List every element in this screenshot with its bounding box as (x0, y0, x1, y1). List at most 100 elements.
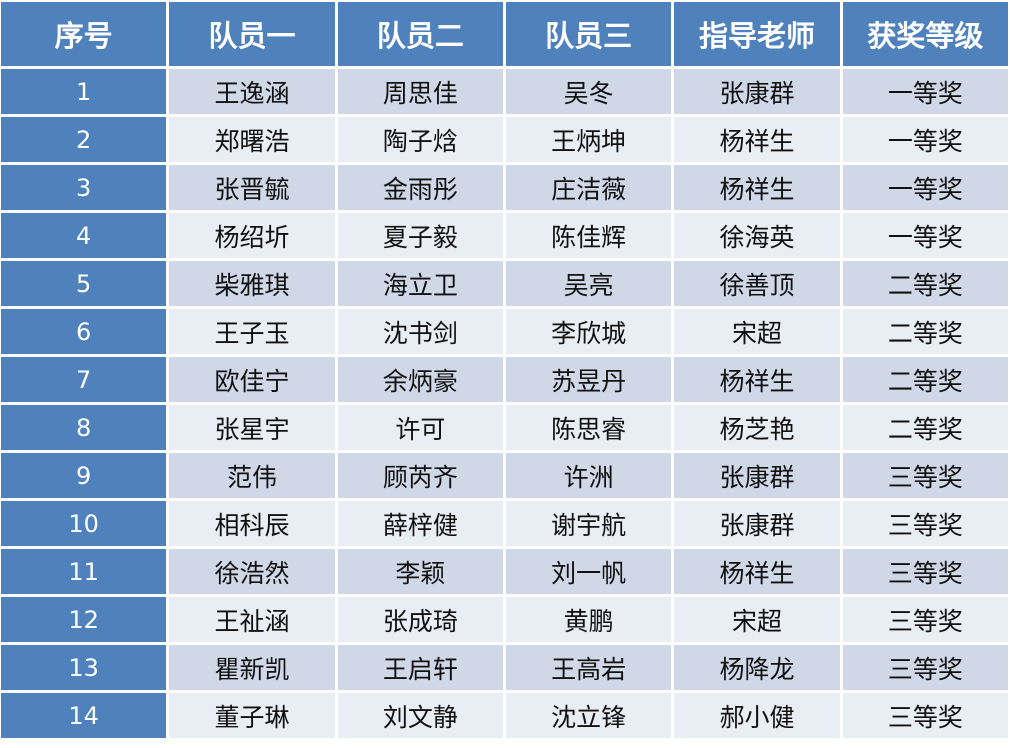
cell-award-level: 二等奖 (842, 261, 1008, 306)
cell-award-level: 三等奖 (842, 693, 1008, 738)
cell-advisor: 杨祥生 (674, 165, 840, 210)
cell-index: 10 (1, 501, 167, 546)
cell-member-2: 金雨彤 (337, 165, 503, 210)
cell-member-1: 杨绍圻 (169, 213, 335, 258)
cell-member-2: 薛梓健 (337, 501, 503, 546)
cell-award-level: 一等奖 (842, 117, 1008, 162)
table-row: 14 董子琳 刘文静 沈立锋 郝小健 三等奖 (1, 693, 1008, 738)
table-row: 8 张星宇 许可 陈思睿 杨芝艳 二等奖 (1, 405, 1008, 450)
cell-member-3: 沈立锋 (505, 693, 672, 738)
cell-member-1: 柴雅琪 (169, 261, 335, 306)
cell-member-1: 王祉涵 (169, 597, 335, 642)
cell-index: 3 (1, 165, 167, 210)
cell-member-1: 王子玉 (169, 309, 335, 354)
header-award-level: 获奖等级 (842, 2, 1008, 66)
cell-member-3: 苏昱丹 (505, 357, 672, 402)
table-row: 11 徐浩然 李颖 刘一帆 杨祥生 三等奖 (1, 549, 1008, 594)
cell-member-3: 陈佳辉 (505, 213, 672, 258)
cell-member-1: 欧佳宁 (169, 357, 335, 402)
cell-member-1: 董子琳 (169, 693, 335, 738)
table-row: 9 范伟 顾芮齐 许洲 张康群 三等奖 (1, 453, 1008, 498)
cell-advisor: 张康群 (674, 69, 840, 114)
table-row: 7 欧佳宁 余炳豪 苏昱丹 杨祥生 二等奖 (1, 357, 1008, 402)
cell-index: 7 (1, 357, 167, 402)
cell-index: 5 (1, 261, 167, 306)
cell-index: 13 (1, 645, 167, 690)
cell-index: 12 (1, 597, 167, 642)
cell-member-2: 王启轩 (337, 645, 503, 690)
table-row: 13 瞿新凯 王启轩 王高岩 杨降龙 三等奖 (1, 645, 1008, 690)
cell-member-3: 吴冬 (505, 69, 672, 114)
cell-index: 6 (1, 309, 167, 354)
cell-member-1: 张星宇 (169, 405, 335, 450)
cell-award-level: 三等奖 (842, 501, 1008, 546)
cell-advisor: 杨降龙 (674, 645, 840, 690)
cell-award-level: 三等奖 (842, 453, 1008, 498)
cell-member-2: 周思佳 (337, 69, 503, 114)
cell-advisor: 杨祥生 (674, 549, 840, 594)
header-index: 序号 (1, 2, 167, 66)
cell-index: 4 (1, 213, 167, 258)
cell-member-2: 海立卫 (337, 261, 503, 306)
cell-member-1: 徐浩然 (169, 549, 335, 594)
cell-member-2: 余炳豪 (337, 357, 503, 402)
cell-award-level: 二等奖 (842, 405, 1008, 450)
cell-member-3: 王炳坤 (505, 117, 672, 162)
table-row: 5 柴雅琪 海立卫 吴亮 徐善顶 二等奖 (1, 261, 1008, 306)
cell-advisor: 宋超 (674, 309, 840, 354)
cell-member-1: 瞿新凯 (169, 645, 335, 690)
table-row: 10 相科辰 薛梓健 谢宇航 张康群 三等奖 (1, 501, 1008, 546)
cell-index: 9 (1, 453, 167, 498)
cell-index: 1 (1, 69, 167, 114)
cell-advisor: 杨祥生 (674, 117, 840, 162)
table-row: 1 王逸涵 周思佳 吴冬 张康群 一等奖 (1, 69, 1008, 114)
cell-member-2: 张成琦 (337, 597, 503, 642)
cell-member-2: 沈书剑 (337, 309, 503, 354)
cell-member-2: 夏子毅 (337, 213, 503, 258)
cell-member-3: 许洲 (505, 453, 672, 498)
cell-award-level: 二等奖 (842, 357, 1008, 402)
cell-award-level: 一等奖 (842, 165, 1008, 210)
cell-advisor: 徐善顶 (674, 261, 840, 306)
cell-advisor: 徐海英 (674, 213, 840, 258)
cell-award-level: 三等奖 (842, 645, 1008, 690)
cell-advisor: 杨祥生 (674, 357, 840, 402)
cell-advisor: 杨芝艳 (674, 405, 840, 450)
header-advisor: 指导老师 (674, 2, 840, 66)
cell-index: 14 (1, 693, 167, 738)
cell-member-2: 李颖 (337, 549, 503, 594)
header-member-2: 队员二 (337, 2, 503, 66)
cell-advisor: 张康群 (674, 453, 840, 498)
cell-member-3: 黄鹏 (505, 597, 672, 642)
cell-advisor: 张康群 (674, 501, 840, 546)
cell-award-level: 一等奖 (842, 69, 1008, 114)
cell-index: 2 (1, 117, 167, 162)
table-row: 12 王祉涵 张成琦 黄鹏 宋超 三等奖 (1, 597, 1008, 642)
header-member-3: 队员三 (505, 2, 672, 66)
cell-member-2: 刘文静 (337, 693, 503, 738)
cell-member-1: 王逸涵 (169, 69, 335, 114)
cell-member-3: 李欣城 (505, 309, 672, 354)
cell-member-3: 吴亮 (505, 261, 672, 306)
cell-award-level: 三等奖 (842, 549, 1008, 594)
cell-advisor: 宋超 (674, 597, 840, 642)
cell-member-1: 范伟 (169, 453, 335, 498)
cell-member-1: 张晋毓 (169, 165, 335, 210)
cell-member-3: 庄洁薇 (505, 165, 672, 210)
cell-member-3: 谢宇航 (505, 501, 672, 546)
cell-member-1: 郑曙浩 (169, 117, 335, 162)
table-row: 4 杨绍圻 夏子毅 陈佳辉 徐海英 一等奖 (1, 213, 1008, 258)
cell-award-level: 三等奖 (842, 597, 1008, 642)
cell-member-2: 许可 (337, 405, 503, 450)
cell-member-3: 王高岩 (505, 645, 672, 690)
cell-award-level: 一等奖 (842, 213, 1008, 258)
cell-advisor: 郝小健 (674, 693, 840, 738)
table-row: 3 张晋毓 金雨彤 庄洁薇 杨祥生 一等奖 (1, 165, 1008, 210)
header-member-1: 队员一 (169, 2, 335, 66)
cell-member-1: 相科辰 (169, 501, 335, 546)
cell-member-2: 顾芮齐 (337, 453, 503, 498)
cell-index: 11 (1, 549, 167, 594)
table-row: 6 王子玉 沈书剑 李欣城 宋超 二等奖 (1, 309, 1008, 354)
header-row: 序号 队员一 队员二 队员三 指导老师 获奖等级 (1, 2, 1008, 66)
